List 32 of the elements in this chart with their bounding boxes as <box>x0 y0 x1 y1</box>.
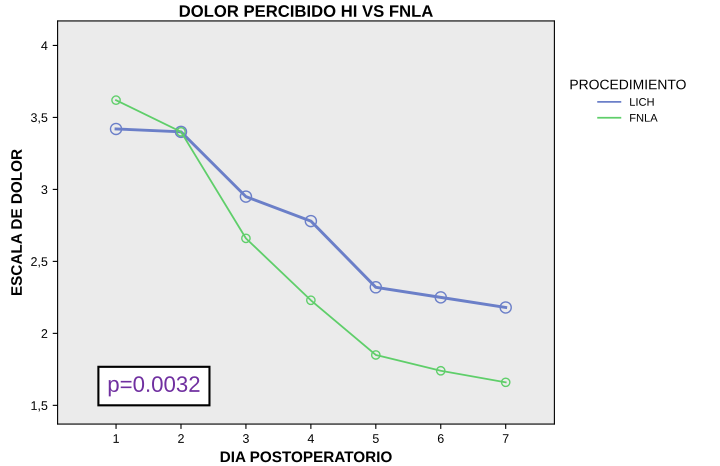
x-tick-label: 4 <box>308 434 314 443</box>
y-tick-label: 2,5 <box>31 257 48 268</box>
x-tick-label: 7 <box>502 434 509 443</box>
point <box>436 366 446 376</box>
point <box>370 281 382 294</box>
point <box>434 291 448 304</box>
x-tick-label: 5 <box>372 434 379 443</box>
x-tick-label: 6 <box>438 434 444 443</box>
y-axis-title: ESCALA DE DOLOR <box>11 149 22 296</box>
point <box>111 95 121 106</box>
x-tick-label: 3 <box>242 434 249 443</box>
legend-label: LICH <box>630 98 654 106</box>
y-tick-label: 1,5 <box>31 401 48 412</box>
annotation: p=0.0032 <box>108 376 200 396</box>
point <box>241 233 251 244</box>
y-tick-label: 4 <box>41 41 48 50</box>
x-tick-label: 1 <box>114 434 119 443</box>
point <box>306 295 316 306</box>
x-axis-title: DIA POSTOPERATORIO <box>220 451 392 462</box>
point <box>499 301 512 314</box>
legend-label: FNLA <box>630 114 658 122</box>
legend-title: PROCEDIMIENTO <box>570 80 686 90</box>
point <box>370 350 381 360</box>
point <box>240 190 252 203</box>
point <box>500 377 511 388</box>
y-tick-label: 2 <box>42 329 48 338</box>
point <box>304 214 318 228</box>
y-tick-label: 3,5 <box>30 113 48 124</box>
y-tick-label: 3 <box>41 185 48 194</box>
chart-title: DOLOR PERCIBIDO HI VS FNLA <box>180 5 433 17</box>
x-tick-label: 2 <box>178 434 184 443</box>
point <box>110 122 122 136</box>
